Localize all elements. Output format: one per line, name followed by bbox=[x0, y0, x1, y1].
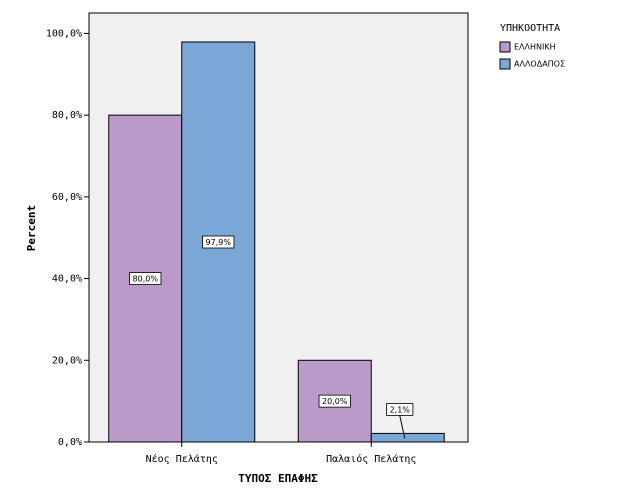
y-tick-label: 20,0% bbox=[52, 355, 82, 366]
x-axis-title: ΤΥΠΟΣ ΕΠΑΦΗΣ bbox=[238, 472, 318, 485]
y-tick-label: 100,0% bbox=[46, 28, 82, 39]
value-label: 20,0% bbox=[322, 397, 348, 406]
x-tick-label: Παλαιός Πελάτης bbox=[326, 453, 416, 465]
value-label-box bbox=[129, 272, 162, 285]
legend-swatch bbox=[499, 41, 511, 53]
value-label: 80,0% bbox=[133, 275, 159, 284]
x-tick-label: Νέος Πελάτης bbox=[146, 453, 218, 465]
legend-title: ΥΠΗΚΟΟΤΗΤΑ bbox=[500, 23, 560, 34]
y-axis-title: Percent bbox=[25, 205, 38, 251]
y-tick-label: 40,0% bbox=[52, 274, 82, 285]
value-label-box bbox=[386, 403, 414, 416]
value-label-box bbox=[318, 394, 351, 408]
value-label: 2,1% bbox=[390, 405, 411, 414]
legend-swatch bbox=[499, 58, 511, 70]
y-tick-label: 0,0% bbox=[58, 437, 82, 448]
bar bbox=[370, 432, 445, 443]
value-label-box bbox=[202, 235, 235, 249]
y-tick-label: 60,0% bbox=[52, 192, 82, 203]
leader-line bbox=[399, 415, 406, 439]
value-label: 97,9% bbox=[206, 238, 232, 247]
y-tick-label: 80,0% bbox=[52, 110, 82, 121]
legend-label: ΑΛΛΟΔΑΠΟΣ bbox=[514, 60, 565, 69]
legend-label: ΕΛΛΗΝΙΚΗ bbox=[514, 43, 556, 52]
